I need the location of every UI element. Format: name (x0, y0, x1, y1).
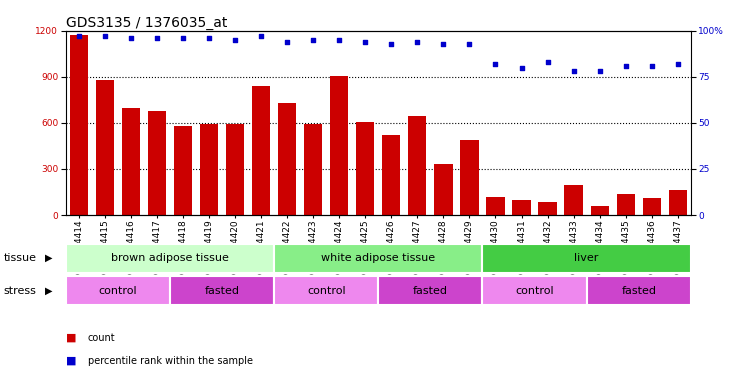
Bar (434, 164, 452, 215)
Bar (482, 276, 586, 305)
Point (177, 35, 189, 41)
Bar (304, 124, 322, 215)
Text: ■: ■ (66, 333, 76, 343)
Bar (96, 80, 114, 215)
Point (255, 33, 267, 39)
Bar (274, 244, 482, 273)
Bar (564, 185, 583, 215)
Point (307, 37, 319, 43)
Text: ▶: ▶ (45, 253, 53, 263)
Text: count: count (88, 333, 115, 343)
Point (333, 37, 345, 43)
Bar (148, 111, 166, 215)
Point (125, 35, 137, 41)
Point (73, 33, 85, 39)
Point (568, 68, 580, 74)
Bar (408, 116, 426, 215)
Bar (278, 103, 296, 215)
Point (438, 41, 450, 47)
Text: GDS3135 / 1376035_at: GDS3135 / 1376035_at (66, 16, 227, 30)
Bar (252, 86, 270, 215)
Text: tissue: tissue (4, 253, 37, 263)
Point (594, 68, 605, 74)
Point (412, 39, 423, 45)
Bar (482, 244, 691, 273)
Point (281, 39, 293, 45)
Text: stress: stress (4, 286, 37, 296)
Bar (669, 190, 687, 215)
Bar (643, 198, 661, 215)
Bar (512, 200, 531, 215)
Bar (330, 76, 349, 215)
Text: control: control (99, 286, 137, 296)
Text: fasted: fasted (205, 286, 240, 296)
Point (99, 33, 110, 39)
Point (360, 39, 371, 45)
Point (515, 65, 527, 71)
Point (646, 63, 658, 69)
Bar (66, 244, 274, 273)
Point (203, 35, 215, 41)
Text: brown adipose tissue: brown adipose tissue (111, 253, 229, 263)
Bar (378, 276, 482, 305)
Point (542, 59, 553, 65)
Point (672, 61, 683, 67)
Bar (586, 276, 691, 305)
Bar (69, 35, 88, 215)
Bar (226, 124, 244, 215)
Point (385, 41, 397, 47)
Point (230, 37, 241, 43)
Text: ■: ■ (66, 356, 76, 366)
Text: ▶: ▶ (45, 286, 53, 296)
Text: percentile rank within the sample: percentile rank within the sample (88, 356, 253, 366)
Bar (174, 126, 192, 215)
Text: white adipose tissue: white adipose tissue (321, 253, 436, 263)
Bar (616, 194, 635, 215)
Bar (486, 197, 504, 215)
Point (151, 35, 163, 41)
Point (490, 61, 501, 67)
Bar (539, 202, 557, 215)
Bar (66, 276, 170, 305)
Bar (170, 276, 274, 305)
Bar (200, 124, 218, 215)
Point (463, 41, 475, 47)
Bar (382, 135, 401, 215)
Bar (356, 122, 374, 215)
Text: liver: liver (575, 253, 599, 263)
Point (620, 63, 632, 69)
Text: control: control (515, 286, 554, 296)
Text: control: control (307, 286, 346, 296)
Bar (591, 206, 609, 215)
Bar (274, 276, 379, 305)
Bar (122, 108, 140, 215)
Text: fasted: fasted (413, 286, 448, 296)
Bar (461, 140, 479, 215)
Text: fasted: fasted (621, 286, 656, 296)
